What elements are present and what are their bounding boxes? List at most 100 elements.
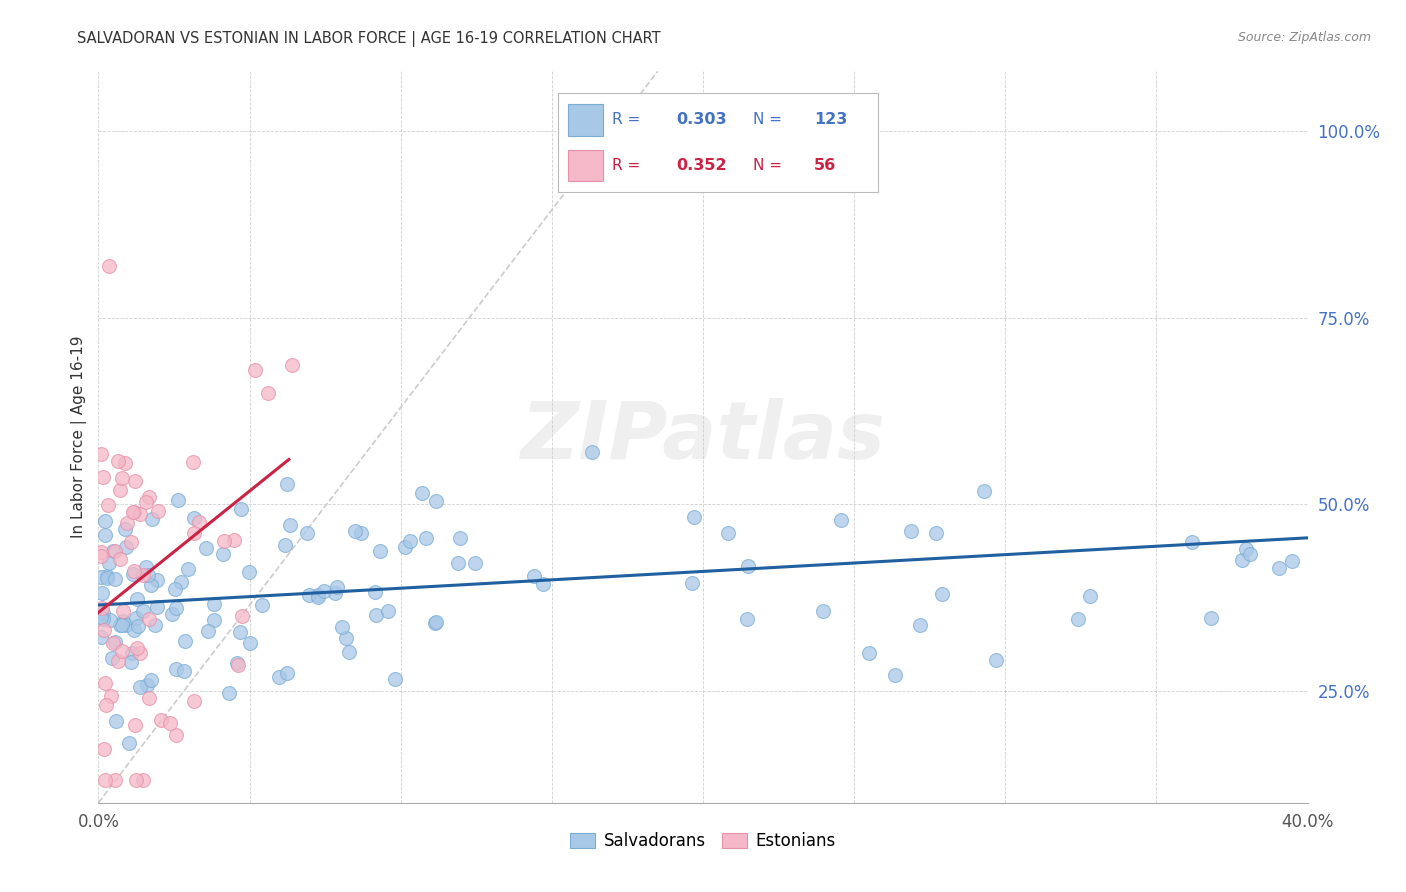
Point [183, 511, 205, 525]
Point [125, 610, 148, 624]
Point [398, 533, 420, 548]
Point [150, 714, 173, 728]
Point [120, 655, 142, 669]
Point [165, 601, 187, 615]
Point [111, 643, 134, 657]
Point [90, 545, 112, 559]
Point [160, 607, 183, 621]
Point [298, 588, 321, 602]
Point [256, 385, 278, 400]
Point [90, 610, 112, 624]
Point [122, 623, 145, 637]
Point [121, 646, 143, 660]
Point [163, 582, 186, 596]
Point [165, 662, 187, 676]
Point [111, 471, 134, 485]
Text: SALVADORAN VS ESTONIAN IN LABOR FORCE | AGE 16-19 CORRELATION CHART: SALVADORAN VS ESTONIAN IN LABOR FORCE | … [77, 31, 661, 47]
Point [90, 630, 112, 644]
Point [165, 728, 187, 742]
Point [96, 569, 118, 583]
Point [146, 599, 169, 614]
Point [212, 533, 235, 548]
Point [115, 617, 138, 632]
Point [105, 714, 128, 728]
Text: ZIPatlas: ZIPatlas [520, 398, 886, 476]
Point [145, 573, 167, 587]
Point [121, 505, 143, 519]
Point [132, 604, 155, 618]
Point [197, 624, 219, 638]
Point [531, 577, 554, 591]
Point [202, 597, 225, 611]
Point [104, 544, 127, 558]
Point [138, 691, 160, 706]
Point [90, 570, 112, 584]
Point [363, 585, 385, 599]
Point [231, 502, 253, 516]
Point [884, 667, 907, 681]
Point [107, 454, 129, 468]
Point [110, 483, 132, 497]
Point [135, 678, 157, 692]
Point [111, 615, 134, 629]
Point [278, 518, 301, 533]
Point [1281, 553, 1303, 567]
Point [394, 540, 416, 554]
Point [138, 611, 160, 625]
Y-axis label: In Labor Force | Age 16-19: In Labor Force | Age 16-19 [72, 335, 87, 539]
Point [114, 457, 136, 471]
Point [96, 570, 118, 584]
Point [368, 544, 391, 558]
Point [104, 773, 127, 788]
Point [183, 694, 205, 708]
Point [141, 578, 163, 592]
Point [97, 498, 120, 512]
Point [364, 607, 387, 622]
Point [98, 613, 121, 627]
Point [103, 543, 125, 558]
Point [267, 670, 290, 684]
Point [125, 773, 148, 788]
Point [108, 552, 131, 566]
Point [273, 538, 295, 552]
Point [93, 514, 115, 528]
Point [411, 486, 433, 500]
Point [924, 525, 946, 540]
Point [280, 358, 302, 372]
Point [170, 574, 193, 589]
Text: Source: ZipAtlas.com: Source: ZipAtlas.com [1237, 31, 1371, 45]
Point [135, 560, 157, 574]
Point [735, 612, 758, 626]
Point [125, 640, 148, 655]
Point [276, 476, 298, 491]
Point [132, 567, 155, 582]
Point [218, 686, 240, 700]
Point [91, 606, 114, 620]
Point [166, 493, 188, 508]
Point [98, 259, 121, 273]
Point [124, 717, 146, 731]
Point [238, 566, 260, 580]
Point [122, 505, 145, 519]
Point [128, 680, 150, 694]
Point [350, 526, 373, 541]
Point [136, 568, 159, 582]
Point [1234, 542, 1257, 557]
Point [415, 531, 437, 545]
Point [425, 615, 447, 630]
Point [1078, 589, 1101, 603]
Point [128, 646, 150, 660]
Point [93, 528, 115, 542]
Point [931, 586, 953, 600]
Legend: Salvadorans, Estonians: Salvadorans, Estonians [564, 825, 842, 856]
Point [900, 524, 922, 538]
Point [135, 495, 157, 509]
Point [138, 490, 160, 504]
Point [114, 522, 136, 536]
Point [737, 558, 759, 573]
Point [94, 698, 117, 712]
Point [91, 611, 114, 625]
Point [145, 618, 167, 632]
Point [323, 586, 346, 600]
Point [830, 514, 852, 528]
